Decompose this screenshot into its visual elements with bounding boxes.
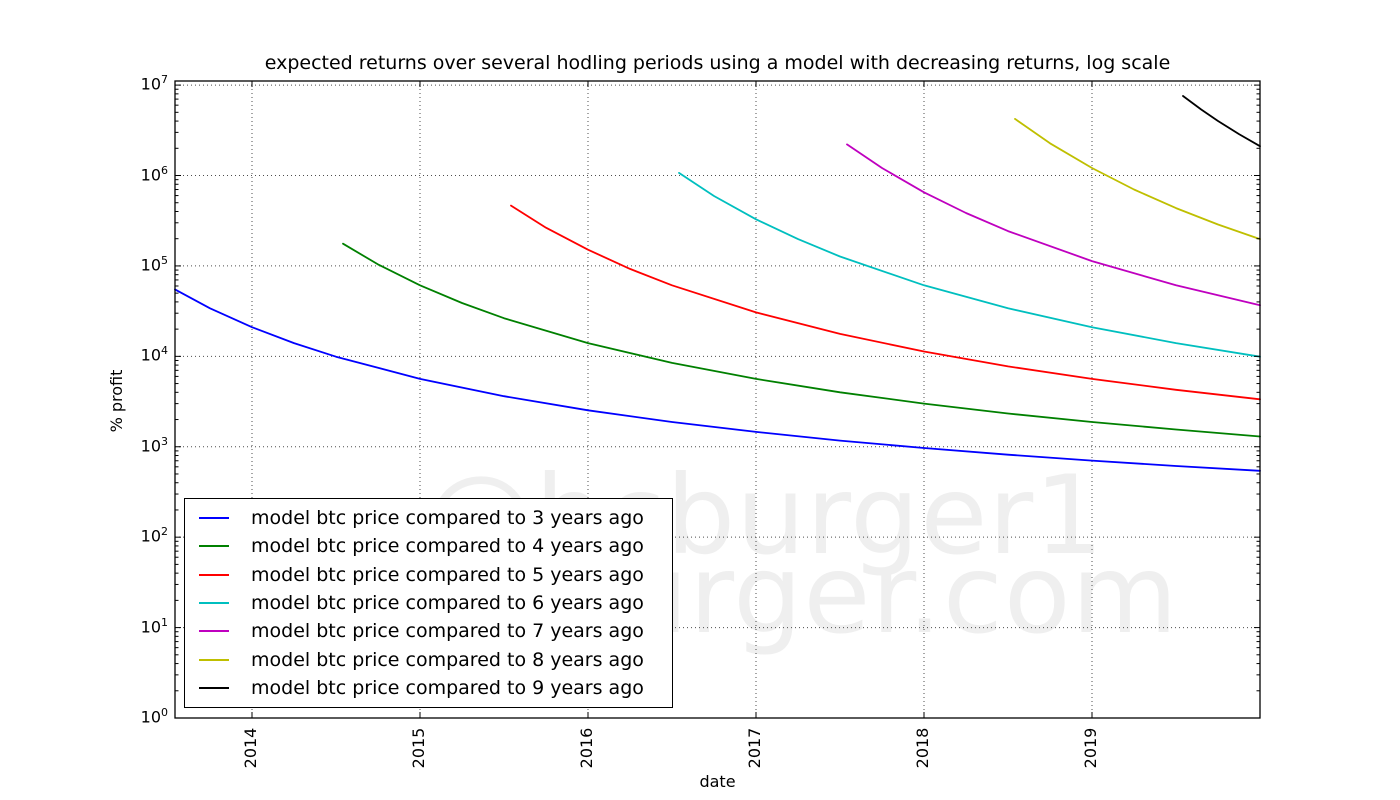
curve-model-btc-price-compared-to-9-years-ago bbox=[1182, 95, 1261, 148]
legend-label: model btc price compared to 3 years ago bbox=[251, 507, 644, 530]
legend-row: model btc price compared to 4 years ago bbox=[185, 535, 672, 557]
x-tick-label: 2019 bbox=[1080, 727, 1100, 769]
curve-model-btc-price-compared-to-5-years-ago bbox=[510, 204, 1261, 401]
y-tick-label: 101 bbox=[140, 615, 168, 636]
curve-model-btc-price-compared-to-6-years-ago bbox=[678, 171, 1261, 358]
legend-row: model btc price compared to 3 years ago bbox=[185, 507, 672, 529]
x-tick-label: 2018 bbox=[912, 727, 932, 769]
legend-row: model btc price compared to 9 years ago bbox=[185, 677, 672, 699]
plot-frame bbox=[174, 80, 1261, 719]
y-tick-label: 102 bbox=[140, 525, 168, 546]
legend-line-swatch bbox=[199, 545, 229, 548]
legend-label: model btc price compared to 4 years ago bbox=[251, 535, 644, 558]
legend-row: model btc price compared to 8 years ago bbox=[185, 649, 672, 671]
curve-model-btc-price-compared-to-4-years-ago bbox=[342, 242, 1261, 438]
legend: model btc price compared to 3 years ago m… bbox=[184, 498, 673, 708]
curve-model-btc-price-compared-to-3-years-ago bbox=[174, 288, 1261, 472]
curve-model-btc-price-compared-to-7-years-ago bbox=[846, 143, 1261, 307]
curve-model-btc-price-compared-to-8-years-ago bbox=[1014, 118, 1261, 241]
x-axis-label: date bbox=[699, 772, 736, 791]
y-tick-label: 100 bbox=[140, 706, 168, 727]
legend-line-swatch bbox=[199, 686, 229, 689]
y-tick-label: 105 bbox=[140, 253, 168, 275]
y-tick-label: 103 bbox=[140, 434, 168, 456]
legend-row: model btc price compared to 6 years ago bbox=[185, 592, 672, 614]
legend-label: model btc price compared to 7 years ago bbox=[251, 620, 644, 643]
x-tick-label: 2014 bbox=[240, 727, 260, 769]
y-tick-label: 104 bbox=[140, 344, 168, 365]
x-tick-label: 2017 bbox=[744, 727, 764, 769]
chart-title: expected returns over several hodling pe… bbox=[264, 52, 1171, 74]
legend-label: model btc price compared to 9 years ago bbox=[251, 676, 644, 699]
legend-row: model btc price compared to 5 years ago bbox=[185, 564, 672, 586]
legend-label: model btc price compared to 6 years ago bbox=[251, 591, 644, 614]
legend-line-swatch bbox=[199, 658, 229, 661]
legend-row: model btc price compared to 7 years ago bbox=[185, 620, 672, 642]
x-tick-label: 2015 bbox=[408, 727, 428, 769]
y-tick-label: 106 bbox=[140, 163, 168, 184]
legend-line-swatch bbox=[199, 601, 229, 604]
legend-line-swatch bbox=[199, 517, 229, 520]
y-tick-label: 107 bbox=[140, 73, 168, 94]
legend-line-swatch bbox=[199, 573, 229, 576]
legend-line-swatch bbox=[199, 630, 229, 633]
legend-label: model btc price compared to 5 years ago bbox=[251, 563, 644, 586]
x-tick-label: 2016 bbox=[576, 727, 596, 769]
legend-label: model btc price compared to 8 years ago bbox=[251, 648, 644, 671]
